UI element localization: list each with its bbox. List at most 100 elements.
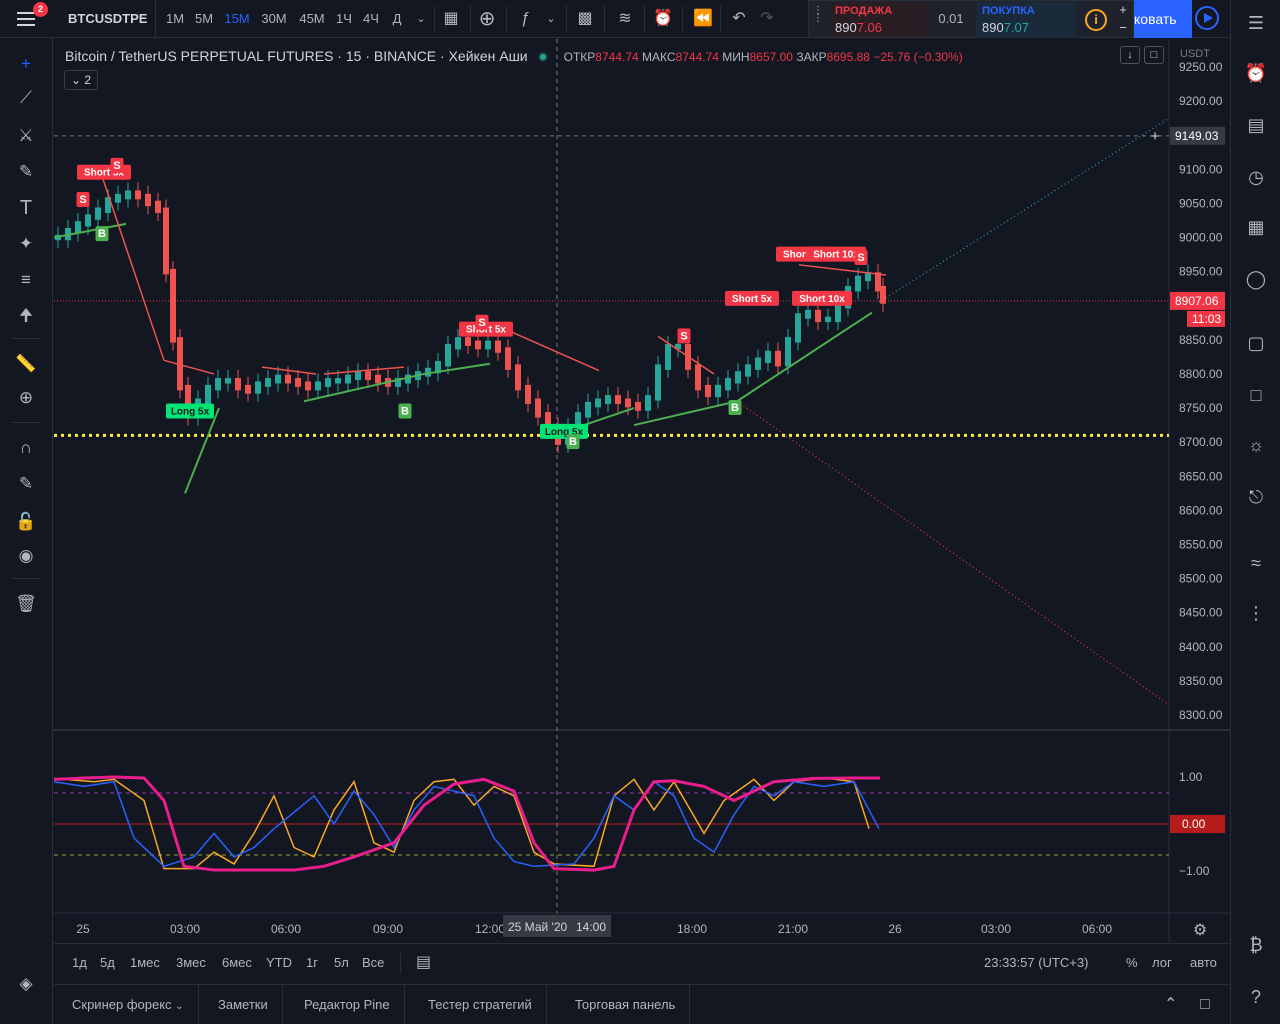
replay-icon[interactable]: ⏪ <box>693 10 713 27</box>
chart-settings-icon[interactable]: ⚙ <box>1193 922 1207 939</box>
calendar-icon[interactable]: ▦ <box>1247 217 1265 237</box>
symbol-search-button[interactable]: BTCUSDTPE <box>60 0 157 38</box>
eye-icon[interactable]: ◉ <box>18 546 34 565</box>
log-toggle[interactable]: лог <box>1152 955 1172 970</box>
range-all[interactable]: Все <box>362 955 385 970</box>
tab-trading-panel[interactable]: Торговая панель <box>561 985 691 1024</box>
alert-clock-icon[interactable]: ⏰ <box>653 10 673 27</box>
candles-icon[interactable]: ▦ <box>443 10 459 27</box>
timeframe-4h[interactable]: 4Ч <box>363 11 379 26</box>
percent-toggle[interactable]: % <box>1126 955 1138 970</box>
drag-handle-icon[interactable]: ⋮ ⋮ <box>813 5 823 24</box>
auto-toggle[interactable]: авто <box>1190 955 1217 970</box>
tab-pine-editor[interactable]: Редактор Pine <box>290 985 405 1024</box>
hotlist-icon[interactable]: ◷ <box>1248 167 1264 187</box>
tab-strategy-tester[interactable]: Тестер стратегий <box>414 985 547 1024</box>
dom-icon[interactable]: ⋮ <box>1247 603 1265 623</box>
trash-icon[interactable]: 🗑 <box>15 594 37 613</box>
help-icon[interactable]: ? <box>1250 987 1261 1007</box>
range-1d[interactable]: 1д <box>72 955 87 970</box>
legend-title[interactable]: Bitcoin / TetherUS PERPETUAL FUTURES <box>65 48 334 64</box>
timeframe-1h[interactable]: 1Ч <box>336 11 352 26</box>
chart-canvas[interactable]: USDT9250.009200.009150.009100.009050.009… <box>54 39 1230 942</box>
undo-icon[interactable]: ↶ <box>732 10 746 27</box>
timeframe-30m[interactable]: 30M <box>261 11 287 26</box>
tab-notes[interactable]: Заметки <box>204 985 283 1024</box>
template-icon[interactable]: ≋ <box>618 10 632 27</box>
pitchfork-icon[interactable]: ⚔ <box>18 126 34 145</box>
timeframe-45m[interactable]: 45M <box>299 11 325 26</box>
range-ytd[interactable]: YTD <box>266 955 292 970</box>
news-icon[interactable]: ▤ <box>1247 115 1265 135</box>
magnet-icon[interactable]: ∩ <box>19 438 33 457</box>
lock-drawing-icon[interactable]: ✎ <box>18 474 34 493</box>
idea-stream-icon[interactable]: ☼ <box>1247 435 1265 455</box>
ruler-icon[interactable]: 📏 <box>15 354 37 373</box>
signal-label-badge[interactable] <box>76 192 90 208</box>
maximize-panel-icon[interactable]: □ <box>1200 996 1210 1013</box>
signal-label-badge[interactable] <box>166 403 214 419</box>
signals-icon[interactable]: ≈ <box>1251 553 1261 573</box>
range-6m[interactable]: 6мес <box>222 955 252 970</box>
tab-forex-screener[interactable]: Скринер форекс ⌄ <box>58 985 199 1024</box>
pattern-icon[interactable]: ✦ <box>18 234 34 253</box>
chat-rooms-icon[interactable]: □ <box>1250 385 1262 405</box>
go-to-date-icon[interactable]: ▤ <box>416 954 432 971</box>
layers-icon[interactable]: ◈ <box>19 974 33 993</box>
signal-label-badge[interactable] <box>728 400 742 416</box>
crosshair-icon[interactable]: + <box>21 54 31 73</box>
indicators-dropdown-icon[interactable]: ⌄ <box>546 13 556 25</box>
signal-label-badge[interactable] <box>566 434 580 450</box>
scroll-down-icon[interactable]: ↓ <box>1120 46 1140 64</box>
signal-label-badge[interactable] <box>475 314 489 330</box>
indicators-collapse-button[interactable]: ⌄ 2 <box>64 70 98 90</box>
lock-icon[interactable]: 🔓 <box>15 512 37 531</box>
fx-icon[interactable]: ƒ <box>520 10 530 27</box>
signal-label-badge[interactable] <box>677 328 691 344</box>
timeframe-dropdown-icon[interactable]: ⌄ <box>416 13 426 25</box>
signal-label-badge[interactable] <box>398 403 412 419</box>
buy-button[interactable]: ПОКУПКА 8907.07 <box>976 2 1076 37</box>
range-1m[interactable]: 1мес <box>130 955 160 970</box>
redo-icon[interactable]: ↷ <box>760 10 774 27</box>
zoom-icon[interactable]: ⊕ <box>18 388 34 407</box>
bar-chart-icon[interactable]: ▩ <box>577 10 593 27</box>
quantity-minus-button[interactable]: − <box>1119 20 1127 35</box>
signal-label-badge[interactable] <box>95 226 109 242</box>
signal-label-badge[interactable] <box>110 157 124 173</box>
add-indicator-icon[interactable]: ⊕ <box>478 8 496 30</box>
arrow-up-icon[interactable]: 🠉 <box>18 306 34 325</box>
chart-area[interactable]: USDT9250.009200.009150.009100.009050.009… <box>54 39 1230 942</box>
ideas-icon[interactable]: ◯ <box>1245 269 1267 289</box>
signal-label-badge[interactable] <box>725 290 779 306</box>
main-menu-button[interactable] <box>8 6 44 32</box>
signal-label-badge[interactable] <box>792 290 852 306</box>
alarm-icon[interactable]: ⏰ <box>1244 63 1268 83</box>
notifications-icon[interactable]: ⎋ <box>1248 487 1264 507</box>
timeframe-5m[interactable]: 5M <box>194 11 214 26</box>
timeframe-1m[interactable]: 1M <box>165 11 185 26</box>
clock-timezone[interactable]: 23:33:57 (UTC+3) <box>984 955 1089 970</box>
prediction-icon[interactable]: ≡ <box>21 270 31 289</box>
range-5y[interactable]: 5л <box>334 955 349 970</box>
signal-label-badge[interactable] <box>854 249 868 265</box>
add-alert-plus-icon[interactable]: + <box>1151 128 1160 145</box>
collapse-panel-icon[interactable]: ⌃ <box>1164 996 1178 1013</box>
chat-icon[interactable]: ▢ <box>1247 333 1265 353</box>
info-icon[interactable]: i <box>1085 9 1107 31</box>
timeframe-d[interactable]: Д <box>392 11 402 26</box>
range-5d[interactable]: 5д <box>100 955 115 970</box>
range-1y[interactable]: 1г <box>306 955 318 970</box>
trend-line-icon[interactable]: ⟋ <box>20 88 32 107</box>
range-3m[interactable]: 3мес <box>176 955 206 970</box>
crypto-icon[interactable]: ₿ <box>1249 935 1263 955</box>
text-icon[interactable]: T <box>19 197 33 219</box>
signal-label-badge[interactable] <box>806 246 866 262</box>
play-icon[interactable] <box>1195 6 1223 32</box>
fullscreen-icon[interactable]: □ <box>1144 46 1164 64</box>
watchlist-icon[interactable]: ☰ <box>1247 13 1265 33</box>
quantity-plus-button[interactable]: + <box>1119 2 1127 17</box>
brush-icon[interactable]: ✎ <box>18 162 34 181</box>
sell-button[interactable]: ПРОДАЖА 8907.06 <box>831 2 927 37</box>
timeframe-15m[interactable]: 15M <box>224 11 250 26</box>
